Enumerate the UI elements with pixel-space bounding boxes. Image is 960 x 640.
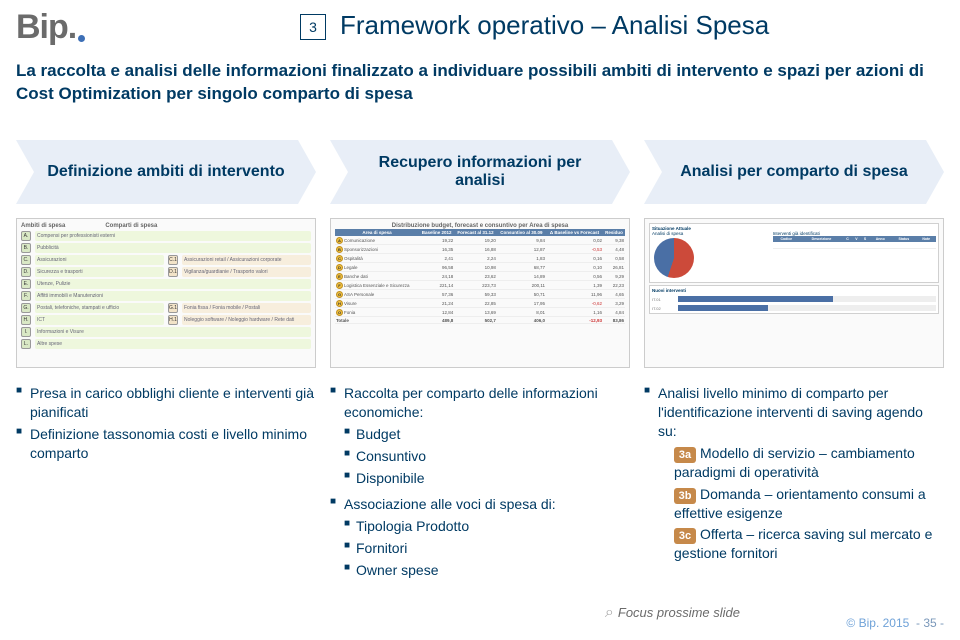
intro-text: La raccolta e analisi delle informazioni… [16, 60, 944, 106]
focus-note: Focus prossime slide [605, 604, 740, 622]
col-3: Analisi livello minimo di comparto per l… [644, 384, 944, 583]
pie-icon [654, 238, 694, 278]
process-arrows: Definizione ambiti di intervento Recuper… [16, 140, 944, 204]
badge: 3c [674, 528, 696, 544]
badge: 3b [674, 488, 696, 504]
arrow-3: Analisi per comparto di spesa [644, 140, 944, 204]
thumb-scope-tree: Ambiti di spesa Comparti di spesa A.Comp… [16, 218, 316, 368]
arrow-1: Definizione ambiti di intervento [16, 140, 316, 204]
badge: 3a [674, 447, 696, 463]
arrow-2: Recupero informazioni per analisi [330, 140, 630, 204]
col-1: Presa in carico obblighi cliente e inter… [16, 384, 316, 583]
thumb-budget-table: Distribuzione budget, forecast e consunt… [330, 218, 630, 368]
logo: Bip. [16, 8, 85, 47]
col-2: Raccolta per comparto delle informazioni… [330, 384, 630, 583]
thumbnails-row: Ambiti di spesa Comparti di spesa A.Comp… [16, 218, 944, 368]
footer: © Bip. 2015 - 35 - [846, 616, 944, 630]
page-title: Framework operativo – Analisi Spesa [340, 10, 769, 41]
thumb-dashboard: Situazione Attuale Analisi di spesa Inte… [644, 218, 944, 368]
bullets-row: Presa in carico obblighi cliente e inter… [16, 384, 944, 583]
section-number: 3 [300, 14, 326, 40]
